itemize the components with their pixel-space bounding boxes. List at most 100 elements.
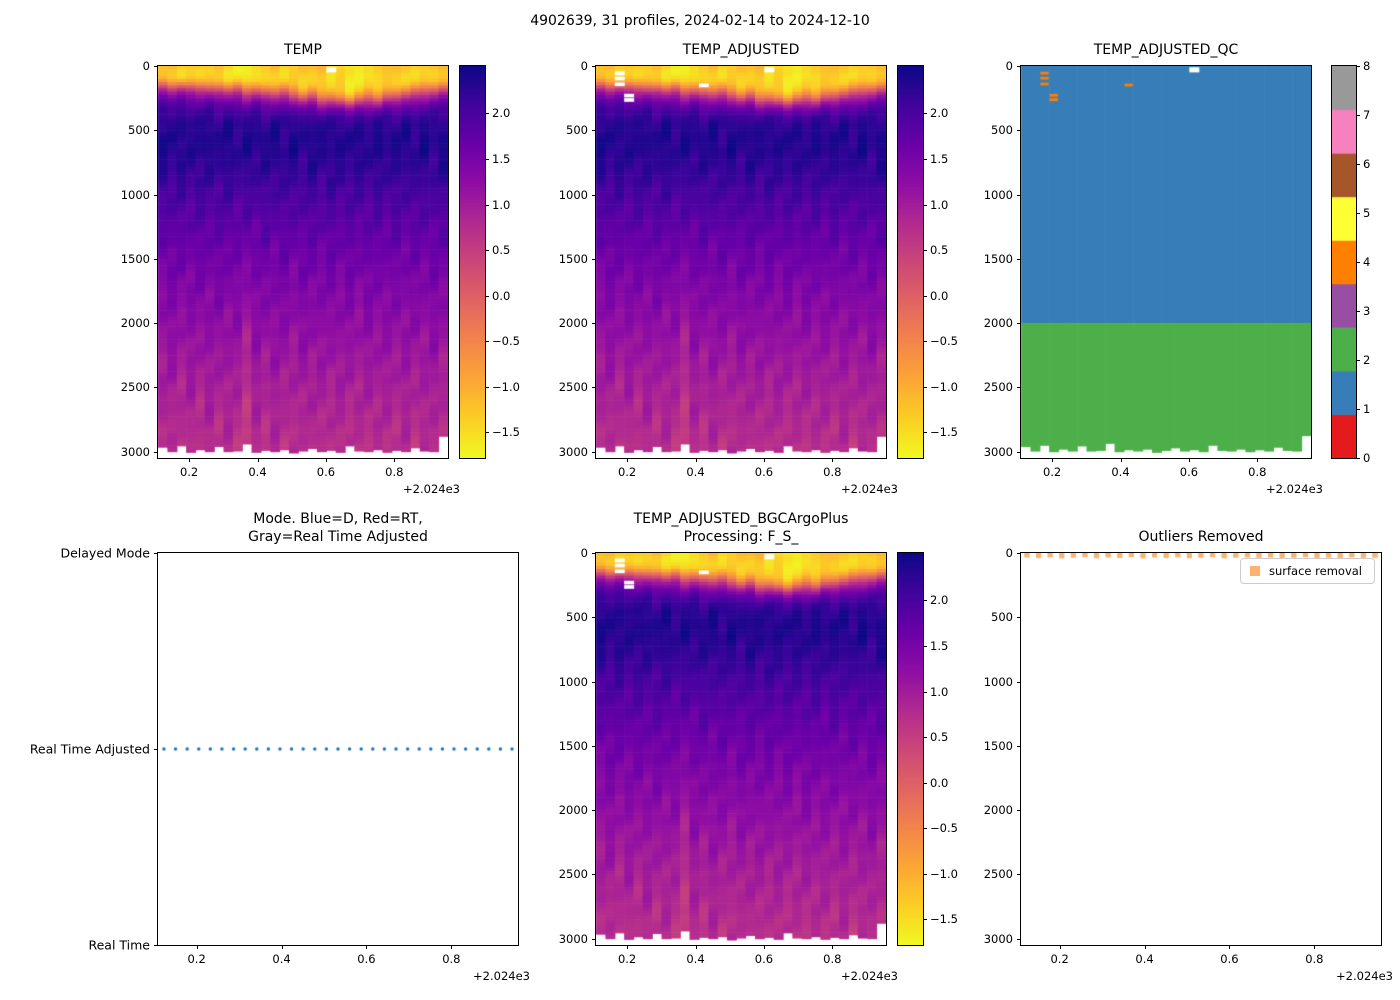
y-tick-label: 1500 [983,738,1013,753]
y-tick [592,258,596,260]
y-tick [1017,745,1021,747]
y-tick [1017,553,1021,554]
x-tick-label: 0.2 [1050,952,1069,966]
colorbar-tick-label: 1.5 [930,638,949,653]
y-tick-label: 1000 [983,674,1013,689]
colorbar-tick [923,737,927,739]
x-tick-label: 0.6 [1220,952,1239,966]
y-tick-label: 0 [1005,546,1013,560]
x-tick [1314,945,1316,949]
x-tick-label: 0.4 [686,952,705,966]
x-tick-label: 0.6 [316,465,336,479]
x-tick [832,945,834,949]
panel-mode-title: Mode. Blue=D, Red=RT, Gray=Real Time Adj… [98,511,578,546]
x-tick [695,458,697,462]
y-tick [1017,323,1021,325]
x-axis-offset-label: +2.024e3 [841,482,898,496]
temp-heatmap [158,66,448,458]
colorbar-tick [1356,213,1360,214]
y-tick [154,258,158,260]
colorbar-tick [923,250,927,252]
colorbar-tick [1356,409,1360,410]
x-tick [1257,458,1259,462]
colorbar-qc: 0 1 2 3 4 5 6 7 8 [1331,59,1370,465]
x-tick [366,945,368,949]
x-tick [451,945,453,949]
panel-bgc-title-line2: Processing: F_S_ [683,528,799,545]
x-tick-label: 0.8 [823,465,842,479]
y-tick-label: 2000 [983,316,1013,331]
panel-mode-title-line1: Mode. Blue=D, Red=RT, [253,511,423,527]
y-tick-label: 2500 [983,380,1013,395]
x-tick-label: 0.6 [754,465,774,479]
legend-surface-removal: surface removal [1240,558,1375,584]
y-tick-label: 2500 [983,867,1013,882]
y-tick [1017,258,1021,260]
x-tick [1059,945,1061,949]
x-tick [1229,945,1231,949]
x-tick [627,458,629,462]
colorbar-tick [485,113,489,115]
x-tick [257,458,259,462]
colorbar-tick-label: 4 [1363,255,1371,269]
panel-temp-adjusted-title: TEMP_ADJUSTED [682,41,800,58]
y-tick-label: 500 [991,123,1013,138]
y-tick [1017,617,1021,619]
panel-bgc-title-line1: TEMP_ADJUSTED_BGCArgoPlus [633,511,849,527]
x-tick-label: 0.2 [179,465,199,479]
y-tick [592,681,596,683]
colorbar-tick-label: −0.5 [930,821,958,836]
legend-label: surface removal [1269,564,1362,578]
colorbar-tick-label: 0.5 [930,730,949,745]
colorbar-tick-label: 1.0 [492,197,511,212]
qc-heatmap [1021,66,1311,458]
y-tick-label: 2500 [558,867,588,882]
y-tick-label: 2000 [120,316,150,331]
colorbar-tick [923,386,927,388]
y-tick-label: 1000 [983,187,1013,202]
colorbar-temp: 2.0 1.5 1.0 0.5 0.0 −0.5 −1.0 −1.5 [459,65,520,459]
panel-qc-title: TEMP_ADJUSTED_QC [1093,41,1239,58]
y-tick-label: 2500 [120,380,150,395]
colorbar-tick [485,341,489,343]
colorbar-tick-label: 0.5 [930,243,949,258]
x-tick-label: 0.8 [385,465,404,479]
colorbar-tick-label: 1.0 [930,197,949,212]
colorbar-tick [1356,458,1360,459]
mode-category-label: Real Time Adjusted [29,741,150,757]
colorbar-tick [1356,115,1360,116]
colorbar-tick-label: 0.5 [492,243,511,258]
colorbar-tick-label: −1.5 [930,425,958,440]
y-tick-label: 2500 [558,380,588,395]
colorbar-tick-label: 0.0 [492,288,511,303]
y-tick [1017,194,1021,196]
y-tick [1017,874,1021,876]
x-tick-label: 0.4 [1135,952,1154,966]
x-axis-offset-label: +2.024e3 [403,482,460,496]
y-tick [154,451,158,453]
colorbar-tick-label: −1.0 [930,379,958,394]
colorbar-tick [485,295,489,297]
x-tick [281,945,283,949]
colorbar-qc-segments [1332,66,1356,458]
panel-bgc-title: TEMP_ADJUSTED_BGCArgoPlus Processing: F_… [536,511,946,546]
colorbar-tick-label: 3 [1363,304,1371,318]
x-tick-label: 0.2 [1042,465,1062,479]
y-tick-label: 500 [566,610,588,625]
colorbar-tick [923,919,927,921]
y-tick [1017,451,1021,453]
y-tick-label: 500 [128,123,150,138]
colorbar-tick [923,295,927,297]
mode-category-label: Real Time [88,937,150,953]
panel-bgc: TEMP_ADJUSTED_BGCArgoPlus Processing: F_… [559,511,898,983]
colorbar-tick-label: 1.5 [492,151,511,166]
colorbar-tick [485,386,489,388]
x-tick [832,458,834,462]
x-tick [325,458,327,462]
outliers-scatter [1021,553,1381,945]
colorbar-bgc-gradient [898,553,923,945]
y-tick [592,130,596,132]
y-tick-label: 2000 [558,803,588,818]
panel-temp: TEMP 0.2 0.4 0.6 0.8 +2.024e3 0 500 1000 1500 200… [121,42,460,497]
colorbar-tick-label: 1 [1363,402,1371,416]
